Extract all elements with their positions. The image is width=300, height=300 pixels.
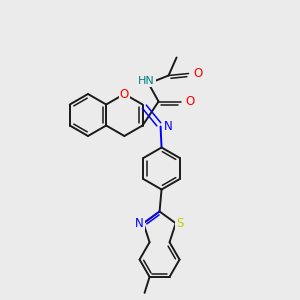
Text: HN: HN — [138, 76, 155, 85]
Text: O: O — [120, 88, 129, 100]
Text: N: N — [135, 217, 144, 230]
Text: O: O — [194, 67, 203, 80]
Text: N: N — [164, 120, 172, 133]
Text: O: O — [186, 95, 195, 108]
Text: S: S — [176, 217, 183, 230]
